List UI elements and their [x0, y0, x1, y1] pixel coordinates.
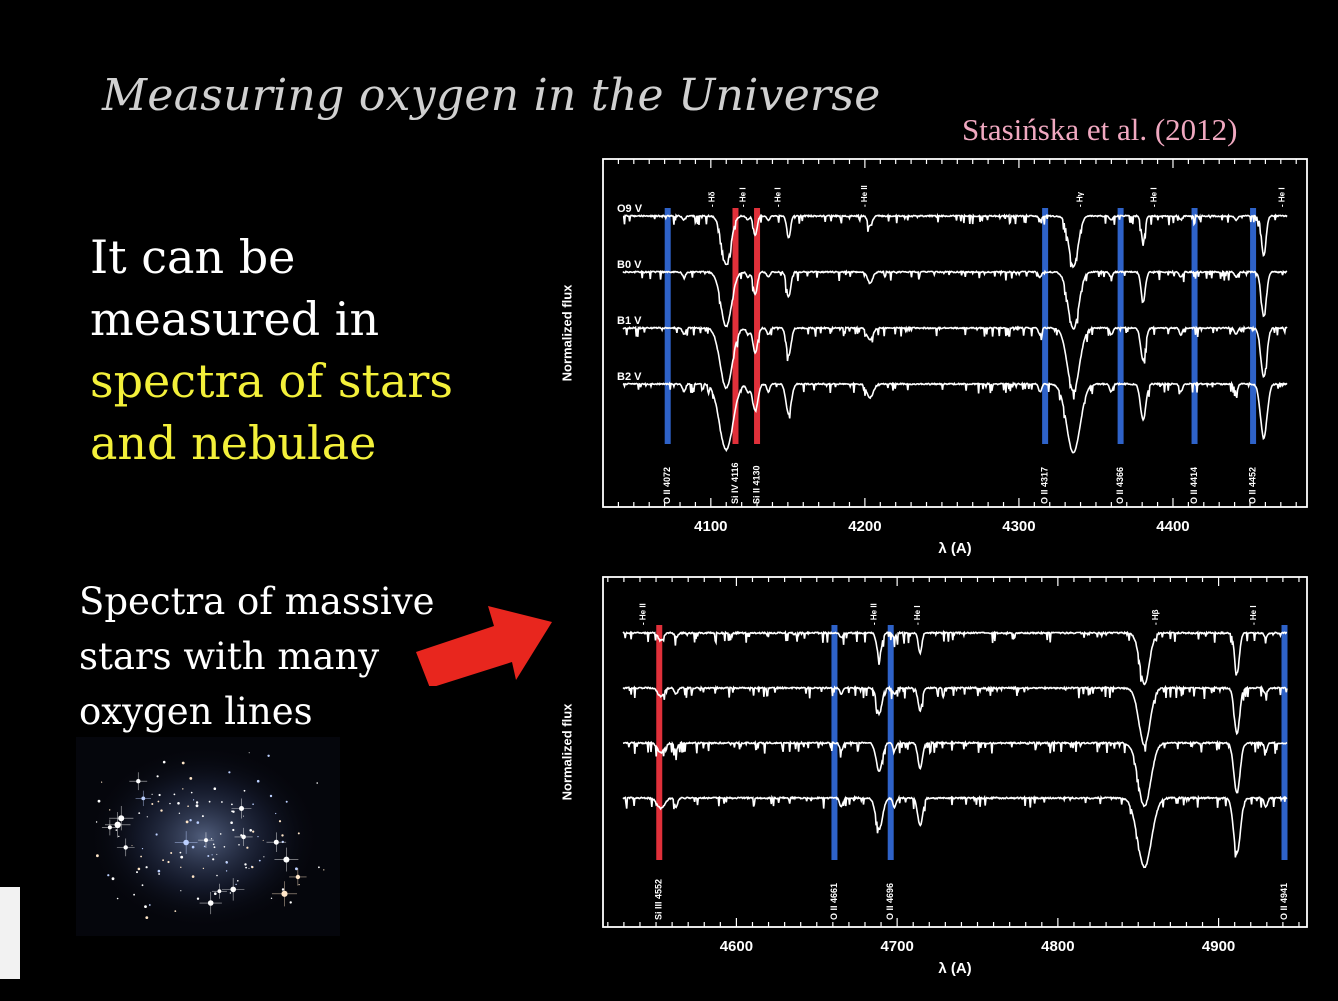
marked-line-label: O II 4452 — [1247, 467, 1257, 504]
spectrum-line — [622, 269, 1288, 330]
marked-line-label: O II 4941 — [1279, 883, 1289, 920]
citation: Stasińska et al. (2012) — [962, 112, 1238, 147]
x-tick-label: 4700 — [880, 938, 913, 955]
sub-text-line: oxygen lines — [79, 690, 313, 733]
line-id-label: - Hγ — [1076, 191, 1085, 207]
sub-text: Spectra of massive stars with many oxyge… — [79, 574, 435, 739]
x-tick-label: 4900 — [1202, 938, 1235, 955]
x-tick-label: 4200 — [848, 518, 881, 535]
y-axis-label: Normalized flux — [559, 703, 574, 801]
spectrum-line — [622, 325, 1288, 400]
edge-tab — [0, 887, 20, 979]
sub-text-line: Spectra of massive — [79, 580, 435, 623]
line-id-label: - Hδ — [707, 191, 716, 207]
marked-line-label: O II 4661 — [829, 883, 839, 920]
x-axis-label: λ (A) — [938, 960, 971, 977]
series-label: B0 V — [617, 259, 642, 271]
spectrum-panel-bottom: Si III 4552 O II 4661 O II 4696 O II 4941 - … — [559, 576, 1308, 977]
line-id-label: - He I — [738, 187, 747, 207]
marked-line-label: O II 4072 — [662, 467, 672, 504]
x-tick-label: 4600 — [720, 938, 753, 955]
series-label: O9 V — [617, 203, 643, 215]
marked-line — [656, 625, 663, 860]
marked-line-label: Si III 4552 — [654, 879, 664, 920]
main-text: It can be measured in spectra of stars a… — [90, 226, 453, 474]
main-text-line: measured in — [90, 292, 380, 346]
marked-line — [1117, 208, 1124, 444]
spectrum-line — [622, 739, 1288, 808]
line-id-label: - He I — [774, 187, 783, 207]
main-text-highlight: spectra of stars — [90, 354, 454, 408]
x-tick-label: 4300 — [1002, 518, 1035, 535]
spectrum-panel-top: O II 4072 Si IV 4116 Si II 4130 O II 4317 O … — [559, 158, 1308, 557]
marked-line-label: Si II 4130 — [751, 465, 761, 504]
x-tick-label: 4100 — [694, 518, 727, 535]
slide-title: Measuring oxygen in the Universe — [102, 70, 881, 121]
marked-line-label: O II 4696 — [885, 883, 895, 920]
line-id-label: - He I — [1277, 187, 1286, 207]
line-id-label: - He I — [913, 605, 922, 625]
marked-line — [1191, 208, 1198, 444]
line-id-label: - He II — [860, 185, 869, 207]
spectrum-line — [622, 684, 1288, 752]
line-id-label: - He I — [1150, 187, 1159, 207]
series-label: B1 V — [617, 315, 642, 327]
x-tick-label: 4800 — [1041, 938, 1074, 955]
x-axis-label: λ (A) — [938, 540, 971, 557]
marked-line-label: Si IV 4116 — [730, 462, 740, 504]
marked-line — [664, 208, 671, 444]
line-id-label: - He I — [1249, 605, 1258, 625]
x-tick-label: 4400 — [1156, 518, 1189, 535]
marked-line-label: O II 4317 — [1039, 467, 1049, 504]
plot-frame — [602, 158, 1308, 508]
line-id-label: - Hβ — [1151, 609, 1160, 625]
marked-line-label: O II 4366 — [1115, 467, 1125, 504]
series-label: B2 V — [617, 371, 642, 383]
spectrum-line — [622, 794, 1288, 869]
arrow-right-icon — [416, 606, 552, 686]
marked-line — [1042, 208, 1049, 444]
sub-text-line: stars with many — [79, 635, 380, 678]
spectrum-line — [622, 380, 1288, 454]
star-cluster-image — [76, 737, 340, 936]
marked-line — [754, 208, 761, 444]
marked-line — [1281, 625, 1288, 860]
marked-line-label: O II 4414 — [1189, 467, 1199, 504]
spectrum-line — [622, 212, 1288, 269]
main-text-highlight: and nebulae — [90, 416, 377, 470]
marked-line — [732, 208, 739, 444]
spectrum-line — [622, 629, 1288, 686]
plot-frame — [602, 576, 1308, 928]
main-text-line: It can be — [90, 230, 296, 284]
line-id-label: - He II — [870, 603, 879, 625]
line-id-label: - He II — [638, 603, 647, 625]
y-axis-label: Normalized flux — [559, 284, 574, 382]
